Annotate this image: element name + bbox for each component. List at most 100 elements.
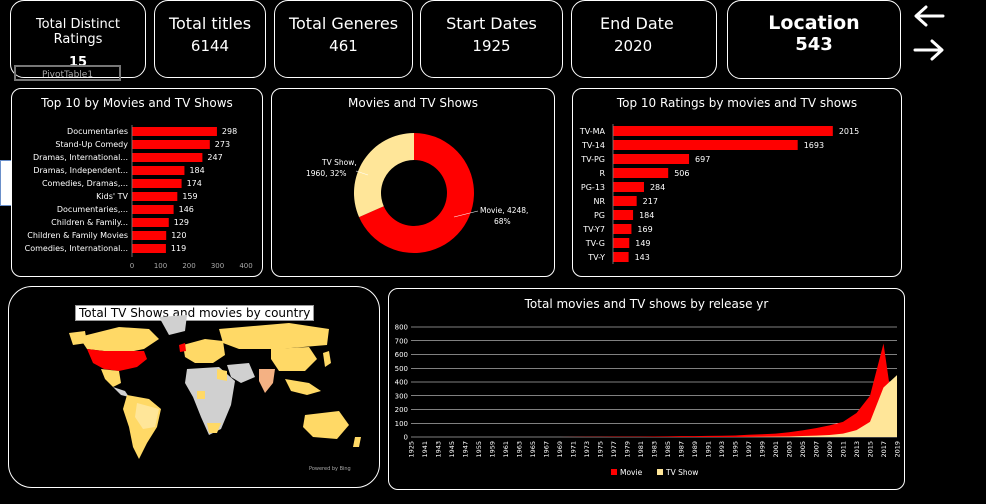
map-country-alaska	[69, 331, 87, 345]
data-label: 129	[174, 218, 189, 227]
tick-label: 500	[395, 365, 408, 373]
category-label: PG-13	[581, 183, 605, 192]
tick-label: 800	[395, 324, 408, 332]
data-label: 298	[222, 127, 237, 136]
tick-label: 100	[395, 420, 408, 428]
tick-label: 1999	[759, 441, 767, 458]
category-label: TV-G	[585, 239, 605, 248]
category-label: Comedies, International...	[25, 244, 128, 253]
top10-genres-chart: Documentaries 298 Stand-Up Comedy 273 Dramas…	[25, 125, 253, 270]
category-label: TV-MA	[579, 127, 606, 136]
map-region-central-america	[113, 387, 129, 397]
category-label: Comedies, Dramas,...	[42, 179, 128, 188]
bar	[613, 182, 644, 192]
bar	[132, 218, 169, 227]
data-label: 184	[189, 166, 204, 175]
tick-label: 200	[395, 406, 408, 414]
tick-label: 1987	[678, 441, 686, 458]
chart-title: Movies and TV Shows	[348, 96, 478, 110]
map-country-brazil	[135, 403, 159, 429]
kpi-card-location: Location 543	[727, 0, 901, 79]
data-label: 697	[695, 155, 710, 164]
map-country-south-africa	[207, 423, 221, 433]
tick-label: 1959	[489, 441, 497, 458]
tick-label: 1969	[556, 441, 564, 458]
tick-label: 2001	[772, 441, 780, 458]
kpi-value: 543	[795, 34, 833, 55]
kpi-value: 6144	[190, 37, 230, 55]
bar	[132, 244, 166, 253]
map-country-japan	[323, 351, 331, 367]
data-label: 120	[171, 231, 186, 240]
map-credit: Powered by Bing	[309, 466, 351, 472]
tick-label: 1947	[462, 441, 470, 458]
tick-label: 1989	[691, 441, 699, 458]
data-label: 159	[182, 192, 197, 201]
arrow-left-icon[interactable]	[913, 5, 945, 27]
slice-label: TV Show,	[321, 158, 357, 167]
tick-label: 300	[211, 262, 224, 270]
kpi-title: Total Generes	[288, 14, 399, 33]
pie-slice	[359, 133, 474, 253]
category-label: Stand-Up Comedy	[55, 140, 128, 149]
kpi-card-start-dates: Start Dates 1925	[420, 0, 563, 78]
kpi-card-end-date: End Date 2020	[571, 0, 717, 78]
tick-label: 1967	[543, 441, 551, 458]
map-country-new-zealand	[353, 437, 361, 447]
bar	[613, 140, 798, 150]
category-label: TV-14	[581, 141, 605, 150]
tick-label: 1965	[529, 441, 537, 458]
map-region-southeast-asia	[285, 379, 321, 395]
top10-ratings-chart: TV-MA 2015 TV-14 1693 TV-PG 697 R 506 PG-13 284 NR…	[579, 124, 859, 264]
kpi-card-total-distinct-ratings: Total Distinct Ratings 15	[10, 0, 146, 78]
tick-label: 1983	[651, 441, 659, 458]
tick-label: 1991	[705, 441, 713, 458]
category-label: Dramas, International...	[33, 153, 128, 162]
category-label: TV-Y7	[582, 225, 605, 234]
tick-label: 100	[154, 262, 167, 270]
bar	[132, 140, 210, 149]
data-label: 119	[171, 244, 186, 253]
tick-label: 2005	[799, 441, 807, 458]
bar	[613, 168, 669, 178]
chart-title: Top 10 by Movies and TV Shows	[41, 96, 233, 110]
pivot-table-button[interactable]: PivotTable1	[14, 65, 121, 81]
category-label: Documentaries	[67, 127, 128, 136]
map-region-africa	[185, 367, 235, 435]
slice-label: 1960, 32%	[306, 169, 347, 178]
map-country-egypt	[217, 369, 227, 381]
data-label: 184	[639, 211, 654, 220]
map-country-greenland	[159, 315, 187, 335]
kpi-title: Start Dates	[446, 14, 537, 33]
category-label: Kids' TV	[96, 192, 128, 201]
tick-label: 2003	[786, 441, 794, 458]
world-map[interactable]: Powered by Bing	[9, 287, 379, 487]
tick-label: 1971	[570, 441, 578, 458]
tick-label: 1955	[475, 441, 483, 458]
tick-label: 600	[395, 351, 408, 359]
data-label: 174	[187, 179, 202, 188]
legend-swatch	[611, 469, 617, 475]
leader-line	[355, 170, 369, 176]
bar	[613, 196, 637, 206]
map-country-australia	[303, 411, 349, 439]
chart-title: Total movies and TV shows by release yr	[524, 297, 769, 311]
kpi-card-total-generes: Total Generes 461	[274, 0, 413, 78]
tick-label: 1985	[664, 441, 672, 458]
category-label: Children & Family...	[51, 218, 128, 227]
tick-label: 0	[404, 434, 408, 442]
leader-line	[453, 210, 479, 218]
pie-slice	[354, 133, 414, 218]
map-country-canada	[79, 327, 159, 353]
chart-title: Top 10 Ratings by movies and TV shows	[616, 96, 858, 110]
panel-top10-ratings: Top 10 Ratings by movies and TV shows TV…	[572, 88, 902, 277]
tick-label: 1945	[448, 441, 456, 458]
bar	[132, 192, 178, 201]
tick-label: 1973	[583, 441, 591, 458]
tick-label: 2019	[894, 441, 902, 458]
arrow-right-icon[interactable]	[913, 39, 945, 61]
bar	[132, 166, 185, 175]
movies-tv-donut-chart: Movie, 4248, 68% TV Show, 1960, 32%	[306, 133, 528, 253]
tick-label: 1925	[408, 441, 416, 458]
bar	[613, 238, 630, 248]
